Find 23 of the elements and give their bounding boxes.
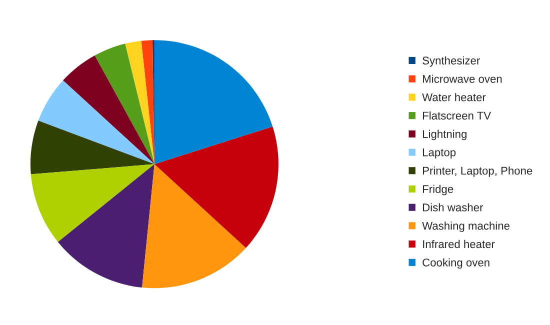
legend-label: Washing machine <box>422 222 510 232</box>
pie-slice <box>94 44 154 164</box>
pie-slice <box>142 164 246 288</box>
legend-label: Water heater <box>422 93 486 102</box>
legend-label: Flatscreen TV <box>422 111 491 120</box>
pie-slice <box>125 40 154 164</box>
legend-label: Dish washer <box>422 203 484 212</box>
pie-slice <box>63 55 154 164</box>
legend-label: Synthesizer <box>422 56 480 67</box>
pie-slice <box>30 120 154 174</box>
legend-label: Lightning <box>422 130 466 140</box>
legend-label: Infrared heater <box>423 240 495 248</box>
pie-slice <box>154 40 273 164</box>
pie-slice <box>154 126 278 248</box>
pie-slice <box>38 80 154 164</box>
pie-slice <box>141 40 154 164</box>
legend-label: Microwave oven <box>422 74 502 83</box>
legend-label: Fridge <box>422 184 454 196</box>
legend-label: Cooking oven <box>422 258 490 269</box>
legend-label: Printer, Laptop, Phone <box>422 166 532 177</box>
pie-slice <box>30 164 154 242</box>
legend-label: Laptop <box>422 148 456 158</box>
pie-slice <box>58 164 154 288</box>
